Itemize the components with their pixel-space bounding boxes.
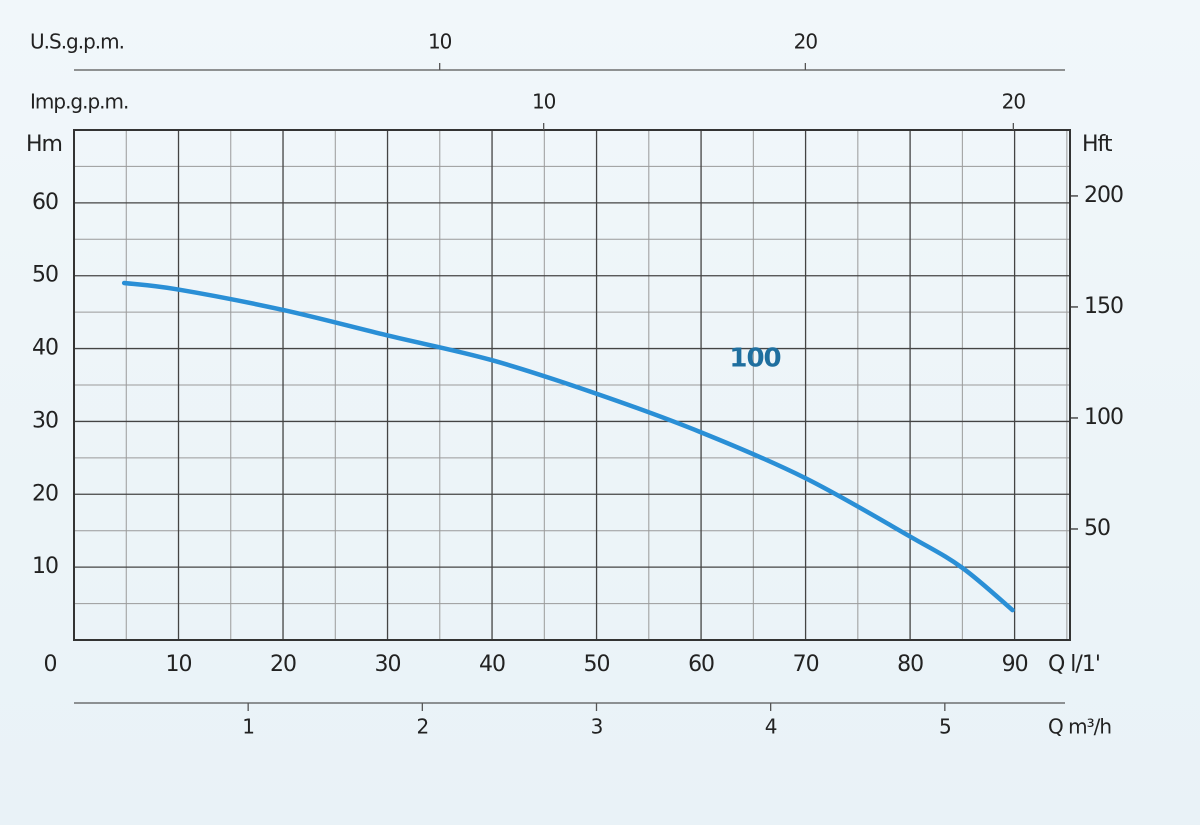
x-tick-label: 90 (1002, 652, 1028, 677)
x-tick-label: 80 (897, 652, 923, 677)
plot-frame (73, 129, 1071, 641)
y2-tick-label: 50 (1084, 516, 1110, 541)
y-axis-label: Hm (26, 132, 62, 157)
pump-curve (121, 280, 1015, 613)
x-tick-label: 10 (166, 652, 192, 677)
y-tick-label: 60 (32, 190, 58, 215)
x-tick-label: 0 (44, 652, 57, 677)
x-tick-label: 70 (793, 652, 819, 677)
axis-tick-label: 1 (242, 715, 254, 739)
axis-tick-label: 20 (1002, 90, 1026, 114)
y-tick-label: 20 (32, 481, 58, 506)
axis-tick-label: 3 (591, 715, 603, 739)
y2-tick-label: 150 (1084, 294, 1123, 319)
x-tick-label: 50 (584, 652, 610, 677)
x-tick-label: 60 (688, 652, 714, 677)
axis-tick-label: 10 (428, 30, 452, 54)
y-tick-label: 10 (32, 554, 58, 579)
y-tick-label: 30 (32, 408, 58, 433)
y2-tick-label: 100 (1084, 405, 1123, 430)
x-tick-label: 20 (270, 652, 296, 677)
y2-axis-label: Hft (1082, 132, 1113, 157)
y-tick-label: 50 (32, 263, 58, 288)
axis-tick-label: 4 (765, 715, 777, 739)
x-tick-label: 40 (479, 652, 505, 677)
curve-label: 100 (729, 344, 780, 374)
axis-tick-label: 10 (532, 90, 556, 114)
axis-tick-label: 2 (416, 715, 428, 739)
axis-label: U.S.g.p.m. (30, 30, 124, 54)
axis-tick-label: 5 (939, 715, 951, 739)
x-tick-label: 30 (375, 652, 401, 677)
axis-label: Q m³/h (1048, 715, 1111, 739)
y2-tick-label: 200 (1084, 183, 1123, 208)
axis-tick-label: 20 (794, 30, 818, 54)
x-axis-label: Q l/1' (1048, 652, 1100, 677)
y-tick-label: 40 (32, 336, 58, 361)
axis-label: Imp.g.p.m. (30, 90, 128, 114)
